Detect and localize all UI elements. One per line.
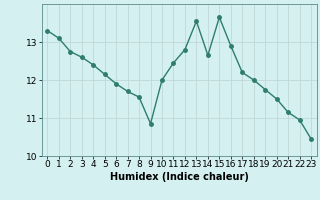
X-axis label: Humidex (Indice chaleur): Humidex (Indice chaleur) [110, 172, 249, 182]
